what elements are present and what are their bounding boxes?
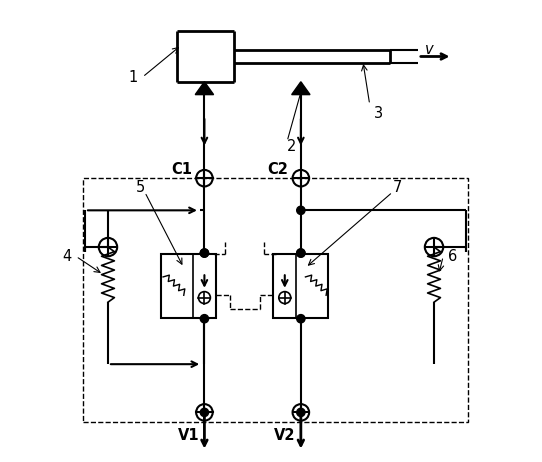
Text: 6: 6	[448, 249, 457, 264]
Text: C1: C1	[171, 162, 192, 176]
Polygon shape	[292, 82, 310, 95]
Text: 4: 4	[62, 249, 71, 264]
Circle shape	[201, 249, 209, 257]
Circle shape	[296, 249, 305, 257]
Text: 3: 3	[375, 106, 384, 122]
Bar	[273, 254, 328, 318]
Circle shape	[296, 315, 305, 323]
Circle shape	[296, 206, 305, 214]
Circle shape	[201, 249, 209, 257]
Polygon shape	[195, 82, 214, 95]
Text: C2: C2	[267, 162, 288, 176]
Circle shape	[296, 249, 305, 257]
Text: V2: V2	[274, 428, 295, 443]
Circle shape	[296, 408, 305, 417]
Circle shape	[201, 408, 209, 417]
Text: V1: V1	[178, 428, 199, 443]
Text: 2: 2	[287, 139, 296, 153]
Text: 5: 5	[136, 180, 145, 195]
Text: v: v	[425, 42, 434, 57]
Text: 7: 7	[392, 180, 402, 195]
Circle shape	[201, 315, 209, 323]
Text: 1: 1	[128, 70, 138, 85]
Bar	[161, 254, 216, 318]
